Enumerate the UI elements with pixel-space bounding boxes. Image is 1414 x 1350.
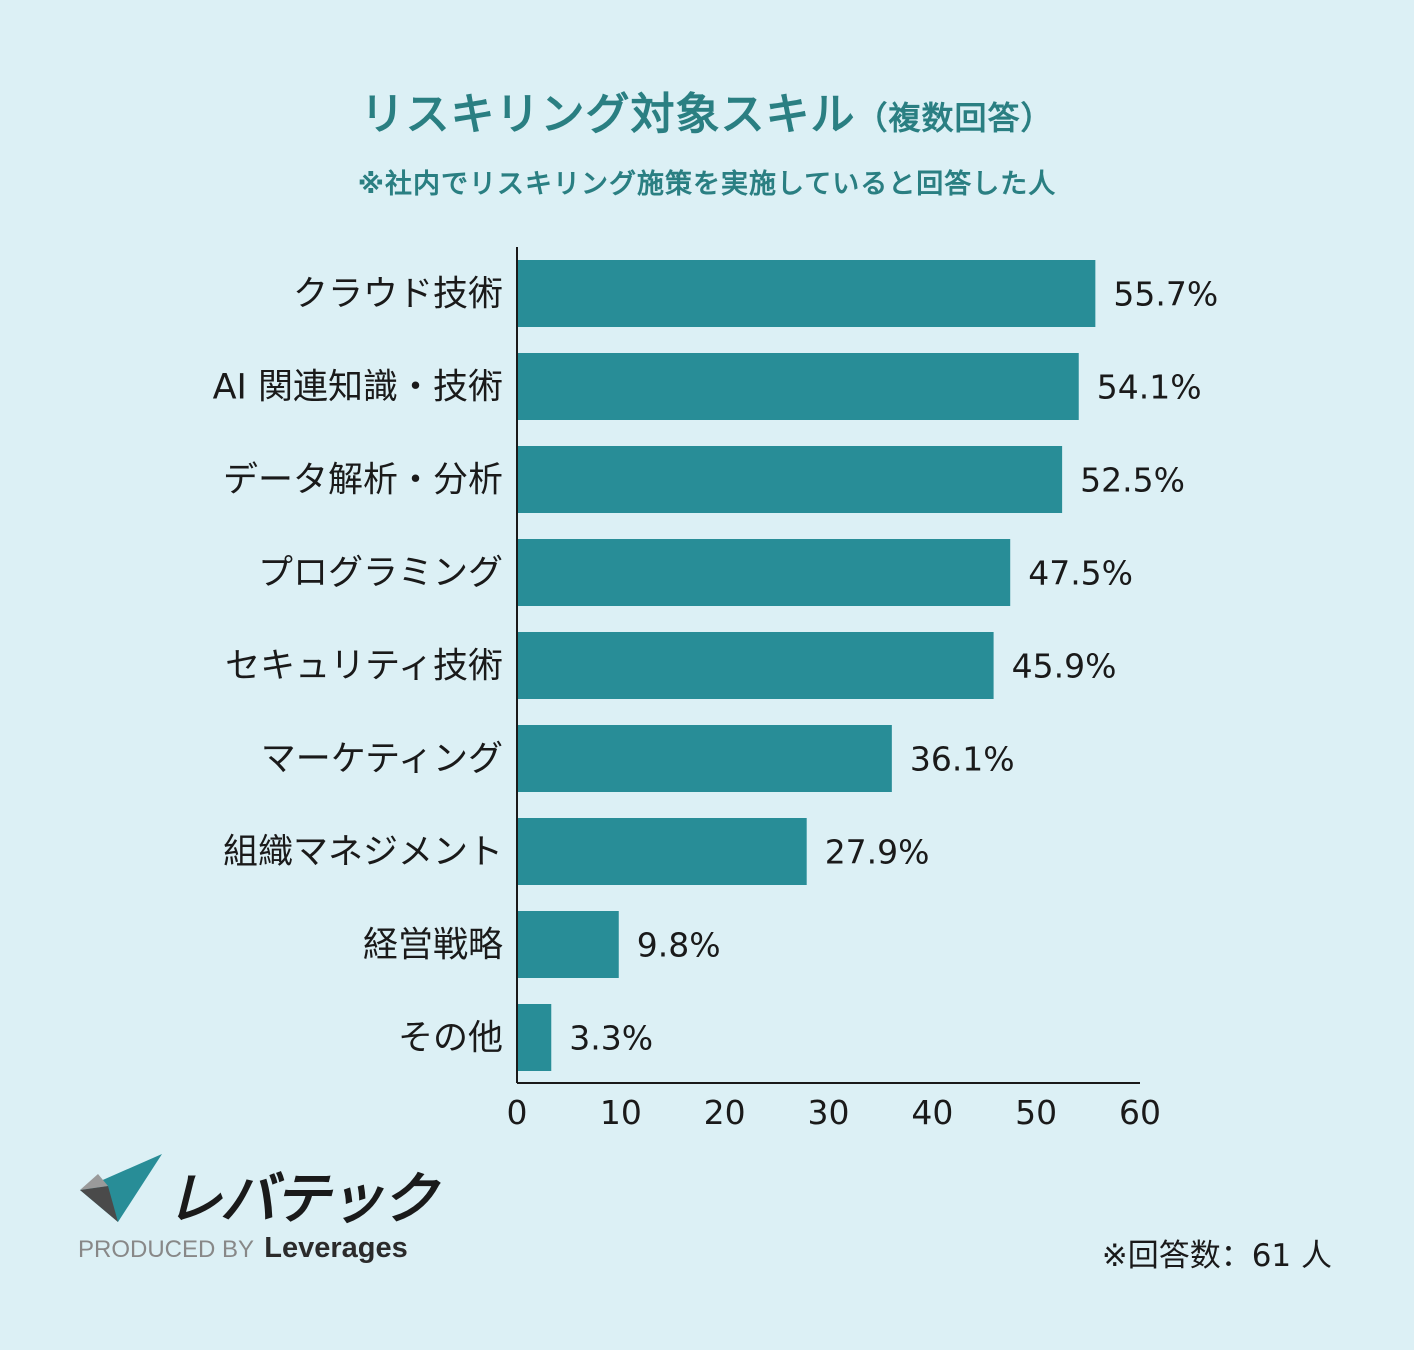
- bar: [518, 911, 619, 978]
- value-label: 54.1%: [1097, 368, 1202, 407]
- category-label: マーケティング: [261, 740, 503, 780]
- value-label: 52.5%: [1080, 461, 1185, 500]
- value-label: 36.1%: [910, 740, 1015, 779]
- x-tick-label: 10: [600, 1093, 642, 1132]
- category-label: セキュリティ技術: [225, 647, 503, 687]
- bar: [518, 632, 994, 699]
- bar-chart: クラウド技術 AI 関連知識・技術データ解析・分析プログラミングセキュリティ技術マ…: [213, 247, 1218, 1132]
- value-label: 3.3%: [569, 1019, 653, 1058]
- value-label: 47.5%: [1028, 554, 1133, 593]
- x-tick-label: 0: [507, 1093, 528, 1132]
- x-tick-label: 20: [704, 1093, 746, 1132]
- bar: [518, 539, 1011, 606]
- produced-by-line: PRODUCED BY Leverages: [78, 1232, 408, 1265]
- chart-title-paren: （複数回答）: [855, 99, 1054, 137]
- bar: [518, 1004, 552, 1071]
- category-label: プログラミング: [258, 554, 503, 594]
- value-labels-group: 55.7% 54.1% 52.5% 47.5% 45.9% 36.1% 27.9% 9.8% 3…: [569, 275, 1218, 1058]
- x-tick-label: 30: [808, 1093, 850, 1132]
- logo-mark-icon: [80, 1154, 162, 1222]
- category-labels-group: クラウド技術 AI 関連知識・技術データ解析・分析プログラミングセキュリティ技術マ…: [213, 275, 503, 1059]
- logo-text: レバテック: [166, 1167, 438, 1232]
- x-tick-label: 50: [1015, 1093, 1057, 1132]
- value-label: 55.7%: [1113, 275, 1218, 314]
- chart-title: リスキリング対象スキル（複数回答）: [0, 78, 1414, 142]
- category-label: その他: [398, 1019, 503, 1059]
- brand-name: Leverages: [264, 1232, 408, 1264]
- value-label: 45.9%: [1012, 647, 1117, 686]
- category-label: 組織マネジメント: [223, 833, 503, 873]
- bar: [518, 725, 892, 792]
- category-label: 経営戦略: [363, 926, 503, 966]
- category-label: クラウド技術: [293, 275, 503, 315]
- bar: [518, 446, 1063, 513]
- x-ticks-group: 0 10 20 30 40 50 60: [507, 1093, 1162, 1132]
- levtech-logo: レバテック PRODUCED BY Leverages: [78, 1150, 438, 1270]
- bars-group: [518, 260, 1096, 1071]
- value-label: 27.9%: [825, 833, 930, 872]
- category-label: データ解析・分析: [223, 461, 503, 501]
- chart-title-main: リスキリング対象スキル: [360, 89, 856, 140]
- value-label: 9.8%: [637, 926, 721, 965]
- x-tick-label: 60: [1119, 1093, 1161, 1132]
- produced-by-label: PRODUCED BY: [78, 1236, 254, 1263]
- x-tick-label: 40: [911, 1093, 953, 1132]
- bar: [518, 818, 807, 885]
- respondent-count: ※回答数：61 人: [1101, 1238, 1332, 1274]
- chart-subtitle: ※社内でリスキリング施策を実施していると回答した人: [357, 169, 1057, 200]
- bar: [518, 353, 1079, 420]
- category-label: AI 関連知識・技術: [213, 368, 503, 408]
- bar: [518, 260, 1096, 327]
